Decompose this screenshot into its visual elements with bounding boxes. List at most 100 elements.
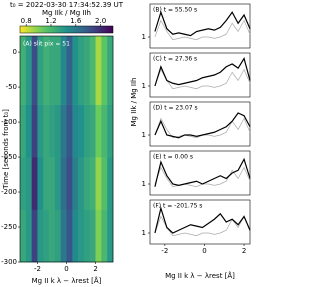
panel-label: (F) t = -201.75 s — [153, 203, 202, 210]
chart-title: t₀ = 2022-03-30 17:34:52.39 UT — [10, 1, 124, 9]
heatmap-cell — [37, 36, 44, 105]
heatmap-cell — [37, 157, 44, 210]
profile-line — [154, 205, 251, 234]
x-axis-label: Mg II k λ − λrest [Å] — [32, 276, 102, 285]
heatmap-cell — [25, 36, 32, 105]
figure: (A) slit pix = 510-50-100-150-200-250-30… — [1, 1, 251, 285]
heatmap-cell — [101, 157, 108, 210]
heatmap-cell — [49, 36, 56, 105]
heatmap-cell — [54, 104, 61, 158]
profile-line — [154, 68, 251, 90]
x-tick-label: 2 — [242, 247, 246, 255]
heatmap-cell — [72, 36, 79, 105]
heatmap-cell — [72, 157, 79, 210]
profile-line — [154, 19, 251, 41]
colorbar-tick-label: 2.0 — [95, 17, 106, 25]
y-tick-label: -200 — [1, 188, 17, 196]
heatmap-cell — [25, 104, 32, 158]
x-tick-label: -2 — [34, 265, 41, 273]
heatmap-cell — [101, 209, 108, 263]
y-tick-label: -250 — [1, 223, 17, 231]
heatmap-cell — [37, 104, 44, 158]
y-tick-label: -100 — [1, 118, 17, 126]
heatmap-cell — [54, 209, 61, 263]
heatmap-cell — [107, 157, 114, 210]
heatmap-cell — [49, 157, 56, 210]
heatmap-cell — [66, 209, 73, 263]
axes-frame — [149, 3, 251, 49]
heatmap-cell — [78, 157, 85, 210]
heatmap-cell — [101, 104, 108, 158]
heatmap-cell — [20, 209, 27, 263]
axes-frame — [149, 52, 251, 98]
heatmap-cell — [78, 36, 85, 105]
heatmap-cell — [107, 104, 114, 158]
y-tick-label: 1 — [142, 180, 146, 188]
heatmap-cell — [43, 209, 50, 263]
heatmap-cell — [101, 36, 108, 105]
heatmap-cell — [66, 157, 73, 210]
colorbar-tick-label: 1.2 — [45, 17, 56, 25]
axes-frame — [149, 199, 251, 245]
heatmap-cell — [83, 36, 91, 105]
x-tick-label: 2 — [93, 265, 97, 273]
heatmap-cell — [66, 36, 73, 105]
heatmap-cell — [95, 157, 102, 210]
heatmap-cell — [89, 104, 96, 158]
heatmap-cell — [89, 157, 96, 210]
heatmap-cell — [60, 36, 67, 105]
heatmap-cell — [20, 157, 27, 210]
panel-label: (D) t = 23.07 s — [153, 105, 198, 112]
heatmap-cell — [89, 209, 96, 263]
heatmap-cell — [54, 157, 61, 210]
x-tick-label: 0 — [202, 247, 206, 255]
y-tick-label: 1 — [142, 229, 146, 237]
heatmap-cell — [72, 104, 79, 158]
profile-line — [154, 157, 251, 187]
heatmap-cell — [66, 104, 73, 158]
heatmap-cell — [60, 209, 67, 263]
heatmap-cell — [49, 104, 56, 158]
colorbar — [19, 25, 114, 34]
heatmap-cell — [54, 36, 61, 105]
x-tick-label: 0 — [64, 265, 68, 273]
profile-line — [154, 112, 251, 139]
profile-line — [154, 57, 251, 87]
heatmap-cell — [78, 104, 85, 158]
heatmap-cell — [72, 209, 79, 263]
heatmap-cell — [31, 36, 38, 105]
heatmap-cell — [95, 104, 102, 158]
heatmap-cell — [20, 36, 27, 105]
heatmap-cell — [31, 209, 38, 263]
heatmap-cell — [31, 157, 38, 210]
heatmap-cell — [43, 36, 50, 105]
heatmap-cell — [49, 209, 56, 263]
profile-line — [154, 10, 251, 37]
heatmap-cell — [60, 104, 67, 158]
heatmap-cell — [95, 36, 102, 105]
y-tick-label: 1 — [142, 82, 146, 90]
heatmap-cell — [83, 104, 91, 158]
y-tick-label: -150 — [1, 153, 17, 161]
heatmap-cell — [20, 104, 27, 158]
heatmap-cell — [83, 209, 91, 263]
heatmap-cell — [95, 209, 102, 263]
y-tick-label: 1 — [142, 33, 146, 41]
axes-frame — [149, 101, 251, 147]
x-tick-label: -2 — [161, 247, 168, 255]
heatmap-cell — [78, 209, 85, 263]
heatmap-cell — [31, 104, 38, 158]
panel-label: (B) t = 55.50 s — [153, 7, 197, 14]
heatmap-cell — [25, 209, 32, 263]
colorbar-tick-label: 1.6 — [70, 17, 82, 25]
annotation: (A) slit pix = 51 — [23, 41, 70, 48]
heatmap-cell — [107, 36, 114, 105]
heatmap-cell — [107, 209, 114, 263]
y-tick-label: -300 — [1, 258, 17, 266]
x-axis-label: Mg II k λ − λrest [Å] — [165, 271, 235, 280]
profile-line — [154, 215, 251, 237]
colorbar-label: Mg IIk / Mg IIh — [42, 9, 91, 17]
y-axis-label: Mg IIk / Mg IIh — [130, 78, 138, 127]
y-axis-label: Time [seconds from t₀] — [2, 109, 10, 190]
